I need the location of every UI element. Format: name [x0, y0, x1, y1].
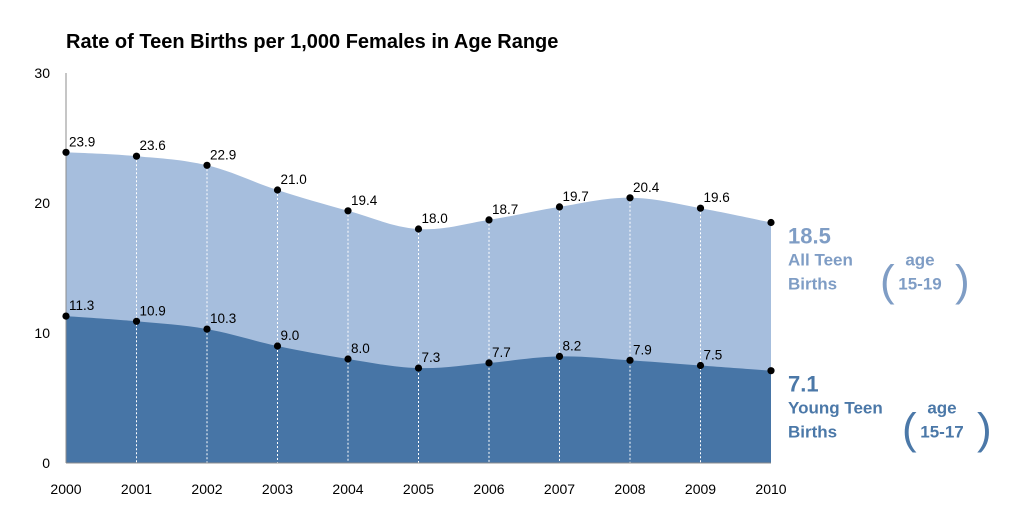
series-0-label-2001: 23.6: [140, 138, 166, 153]
series-1-point-2004: [344, 355, 352, 363]
x-tick-label-2005: 2005: [403, 481, 434, 497]
series-1-paren-left: (: [902, 405, 917, 454]
series-1-point-2010: [767, 367, 775, 375]
series-1-age-label: age: [927, 399, 956, 418]
series-0-point-2000: [62, 148, 70, 156]
series-0-end-value: 18.5: [788, 224, 831, 249]
data-label-layer: 23.9 23.6 22.9 21.0 19.4 18.0 18.7 19.7 20.4 19.6…: [69, 134, 730, 365]
series-0-paren-right: ): [955, 257, 970, 306]
series-1-point-2000: [62, 312, 70, 320]
series-1-point-2001: [132, 317, 141, 325]
series-0-point-2006: [485, 216, 493, 224]
series-1-name-line-0: Young Teen: [788, 399, 883, 418]
x-tick-label-2000: 2000: [50, 481, 81, 497]
series-1-label-2001: 10.9: [140, 303, 166, 318]
series-1-point-2007: [555, 352, 564, 360]
series-1-label-2007: 8.2: [563, 338, 582, 353]
x-tick-label-2010: 2010: [755, 481, 786, 497]
series-1-label-2004: 8.0: [351, 341, 370, 356]
series-0-point-2007: [555, 203, 564, 211]
y-tick-label-10: 10: [34, 325, 50, 341]
series-1-point-2002: [203, 325, 211, 333]
series-0-point-2005: [414, 225, 423, 233]
x-tick-label-2008: 2008: [614, 481, 645, 497]
series-1-label-2006: 7.7: [492, 345, 511, 360]
y-tick-label-30: 30: [34, 65, 50, 81]
series-0-point-2001: [132, 152, 141, 160]
x-tick-label-2006: 2006: [473, 481, 504, 497]
series-0-point-2004: [344, 207, 352, 215]
series-0-label-2003: 21.0: [281, 172, 307, 187]
series-0-label-2007: 19.7: [563, 189, 589, 204]
series-0-age-label: age: [905, 251, 934, 270]
series-0-label-2008: 20.4: [633, 180, 660, 195]
x-tick-label-2002: 2002: [191, 481, 222, 497]
series-0-point-2010: [767, 218, 775, 227]
series-1-label-2005: 7.3: [422, 350, 441, 365]
x-tick-label-2004: 2004: [332, 481, 363, 497]
series-1-end-value: 7.1: [788, 372, 819, 397]
series-1-point-2006: [485, 359, 493, 367]
series-1-point-2005: [414, 364, 423, 372]
axis-layer: 0 10 20 30 2000 2001 2002 2003 2004 2005 2006 2007 2…: [34, 65, 786, 497]
series-0-point-2009: [696, 204, 705, 212]
x-tick-label-2009: 2009: [685, 481, 716, 497]
series-0-label-2009: 19.6: [704, 190, 730, 205]
area-layer: [66, 152, 771, 464]
series-1-point-2008: [626, 356, 634, 364]
series-1-label-2003: 9.0: [281, 328, 300, 343]
x-tick-label-2007: 2007: [544, 481, 575, 497]
series-0-label-2005: 18.0: [422, 211, 448, 226]
x-tick-label-2001: 2001: [121, 481, 152, 497]
series-0-name-line-0: All Teen: [788, 251, 853, 270]
chart-title: Rate of Teen Births per 1,000 Females in…: [66, 31, 558, 53]
series-0-age-range: 15-19: [898, 275, 941, 294]
series-0-name-line-1: Births: [788, 275, 837, 294]
series-1-label-2009: 7.5: [704, 348, 723, 363]
series-1-age-range: 15-17: [920, 423, 963, 442]
series-0-point-2008: [626, 194, 634, 202]
series-0-point-2002: [203, 161, 211, 169]
series-0-label-2004: 19.4: [351, 193, 378, 208]
y-tick-label-0: 0: [42, 455, 50, 471]
x-tick-label-2003: 2003: [262, 481, 293, 497]
gridline-layer: [136, 160, 701, 463]
series-0-label-2006: 18.7: [492, 202, 518, 217]
series-annotation-layer: 18.5 All Teen Births () age 15-19 7.1 Young Tee…: [788, 224, 992, 454]
series-1-label-2002: 10.3: [210, 311, 236, 326]
series-1-name-line-1: Births: [788, 423, 837, 442]
series-1-point-2009: [696, 361, 705, 370]
series-1-paren-right: ): [977, 405, 992, 454]
series-1-label-2008: 7.9: [633, 342, 652, 357]
series-0-label-2002: 22.9: [210, 147, 236, 162]
y-tick-label-20: 20: [34, 195, 50, 211]
series-1-point-2003: [273, 342, 282, 350]
series-0-label-2000: 23.9: [69, 134, 95, 149]
point-layer: [62, 148, 775, 375]
series-0-point-2003: [273, 186, 282, 194]
series-1-label-2000: 11.3: [69, 298, 94, 313]
series-0-paren-left: (: [880, 257, 895, 306]
